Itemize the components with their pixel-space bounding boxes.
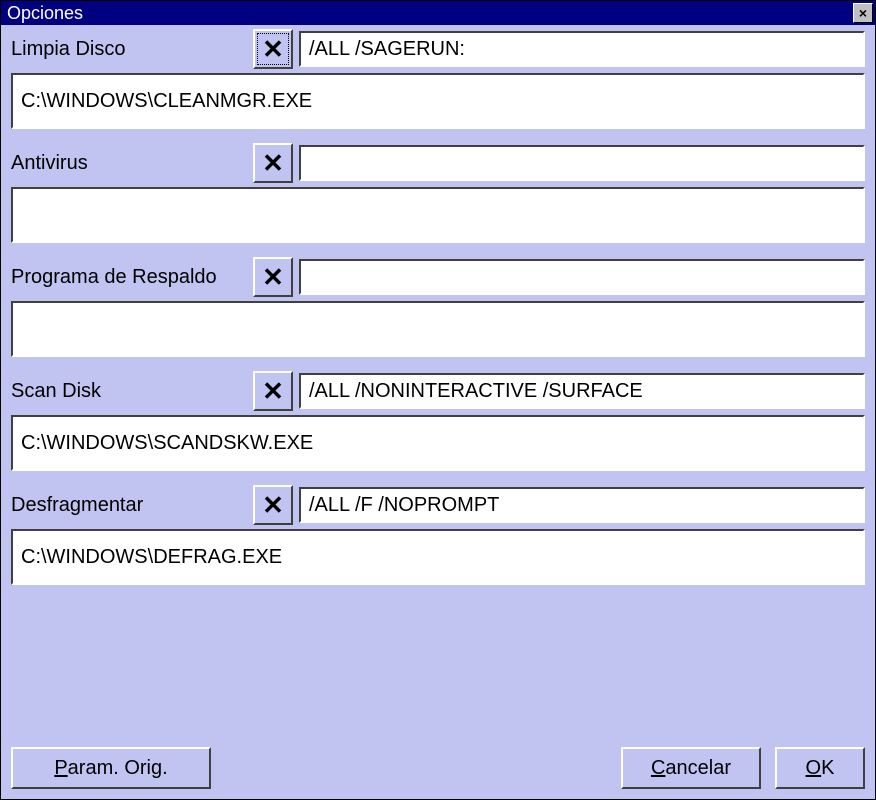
section-respaldo: Programa de Respaldo ✕ [11,257,865,357]
params-input[interactable] [299,259,865,295]
titlebar: Opciones × [1,1,875,25]
clear-button[interactable]: ✕ [253,29,293,69]
path-input[interactable] [11,301,865,357]
clear-button[interactable]: ✕ [253,257,293,297]
window-title: Opciones [7,3,83,24]
x-icon: ✕ [262,34,284,65]
x-icon: ✕ [262,148,284,179]
path-input[interactable] [11,529,865,585]
close-button[interactable]: × [853,3,873,23]
path-input[interactable] [11,73,865,129]
footer: Param. Orig. Cancelar OK [11,737,865,789]
button-label: Param. Orig. [54,757,167,780]
params-input[interactable] [299,487,865,523]
path-input[interactable] [11,187,865,243]
params-input[interactable] [299,31,865,67]
section-antivirus: Antivirus ✕ [11,143,865,243]
param-orig-button[interactable]: Param. Orig. [11,747,211,789]
clear-button[interactable]: ✕ [253,485,293,525]
section-limpia-disco: Limpia Disco ✕ [11,29,865,129]
x-icon: ✕ [262,490,284,521]
section-label: Programa de Respaldo [11,267,247,287]
ok-button[interactable]: OK [775,747,865,789]
x-icon: ✕ [262,376,284,407]
section-label: Desfragmentar [11,495,247,515]
path-input[interactable] [11,415,865,471]
section-row: Antivirus ✕ [11,143,865,183]
section-scan-disk: Scan Disk ✕ [11,371,865,471]
params-input[interactable] [299,145,865,181]
section-row: Scan Disk ✕ [11,371,865,411]
clear-button[interactable]: ✕ [253,371,293,411]
section-row: Desfragmentar ✕ [11,485,865,525]
dialog-body: Limpia Disco ✕ Antivirus ✕ [1,25,875,799]
x-icon: ✕ [262,262,284,293]
close-icon: × [859,6,867,20]
section-label: Antivirus [11,153,247,173]
section-label: Limpia Disco [11,39,247,59]
options-window: Opciones × Limpia Disco ✕ Antiviru [0,0,876,800]
button-label: OK [806,757,835,780]
button-label: Cancelar [651,757,731,780]
clear-button[interactable]: ✕ [253,143,293,183]
section-desfragmentar: Desfragmentar ✕ [11,485,865,585]
sections-container: Limpia Disco ✕ Antivirus ✕ [11,29,865,737]
section-row: Limpia Disco ✕ [11,29,865,69]
footer-right: Cancelar OK [621,747,865,789]
section-label: Scan Disk [11,381,247,401]
section-row: Programa de Respaldo ✕ [11,257,865,297]
cancel-button[interactable]: Cancelar [621,747,761,789]
params-input[interactable] [299,373,865,409]
